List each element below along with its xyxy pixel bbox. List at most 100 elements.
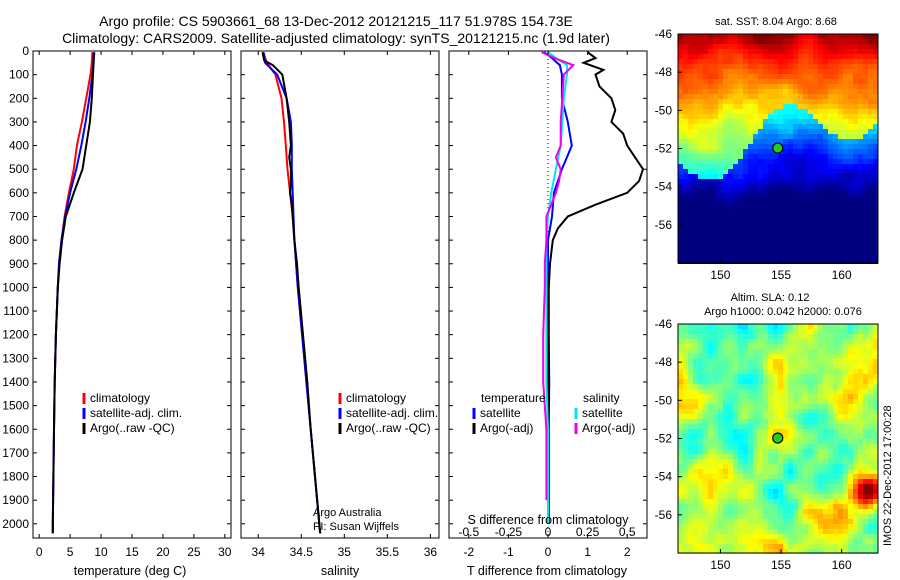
m2-lon-tick-label: 160 <box>832 558 852 572</box>
difference-salinity-legend-entry: Argo(-adj) <box>582 421 635 435</box>
salinity-difference-tick-label: -0.5 <box>458 525 479 539</box>
m2-lon-tick-label: 155 <box>771 558 791 572</box>
difference-legend: temperaturesatelliteArgo(-adj)salinitysa… <box>472 391 635 435</box>
m1-lat-tick-label: -50 <box>655 103 673 117</box>
temperature-legend-heading: temperature <box>481 391 546 405</box>
difference-ticks: -2 -1 0 1 2 -0.5 -0.25 0 0.25 0.5 <box>449 50 647 559</box>
m1-lat-tick-label: -52 <box>655 142 673 156</box>
depth-tick-label: 2000 <box>2 517 29 531</box>
m2-lat-tick-label: -48 <box>655 355 673 369</box>
depth-tick-label: 1600 <box>2 422 29 436</box>
temperature-legend-entry: climatology <box>90 391 150 405</box>
salinity-xlabel: salinity <box>321 564 360 578</box>
temperature-xlabel: temperature (deg C) <box>74 564 187 578</box>
sla-map-title-line-1: Altim. SLA: 0.12 <box>731 292 810 304</box>
figure-title-line-1: Argo profile: CS 5903661_68 13-Dec-2012 … <box>99 13 573 29</box>
salinity-xtick-label: 34.5 <box>290 545 314 559</box>
salinity-difference-tick-label: 0.25 <box>576 525 600 539</box>
depth-tick-label: 100 <box>9 68 29 82</box>
m1-lon-tick-label: 155 <box>771 268 791 282</box>
temperature-xtick-label: 5 <box>67 545 74 559</box>
m1-lon-tick-label: 160 <box>832 268 852 282</box>
difference-series-group <box>541 51 645 538</box>
difference-temperature-legend-entry: satellite <box>480 406 521 420</box>
sst-map-ticks: 150 155 160 -46 -48 -50 -52 -54 -56 <box>655 27 852 282</box>
difference-series-1 <box>547 51 645 524</box>
timestamp-label: IMOS 22-Dec-2012 17:00:28 <box>882 405 894 546</box>
sst-argo-location-marker <box>772 142 784 154</box>
m1-lat-tick-label: -56 <box>655 218 673 232</box>
depth-tick-label: 1200 <box>2 328 29 342</box>
sla-map-title-line-2: Argo h1000: 0.042 h2000: 0.076 <box>704 306 862 318</box>
depth-tick-label: 800 <box>9 233 29 247</box>
temperature-xtick-label: 20 <box>156 545 170 559</box>
depth-tick-label: 200 <box>9 91 29 105</box>
credit-line-2: PI: Susan Wijffels <box>313 521 399 533</box>
temperature-panel: 0 5 10 15 20 25 300100200300400500600700800900… <box>2 44 232 578</box>
salinity-panel: 34 34.5 35 35.5 36 salinity climatologysatel… <box>240 50 440 578</box>
sla-map-panel: Altim. SLA: 0.12 Argo h1000: 0.042 h2000… <box>655 292 879 572</box>
difference-xlabel-top: S difference from climatology <box>468 513 630 527</box>
depth-tick-label: 1800 <box>2 470 29 484</box>
temperature-ticks: 0 5 10 15 20 25 300100200300400500600700800900… <box>2 44 232 559</box>
depth-tick-label: 1500 <box>2 399 29 413</box>
temperature-xtick-label: 10 <box>94 545 108 559</box>
temperature-series-2 <box>51 52 95 534</box>
temperature-xtick-label: 0 <box>36 545 43 559</box>
salinity-xtick-label: 35.5 <box>376 545 400 559</box>
salinity-legend-entry: satellite-adj. clim. <box>346 406 438 420</box>
difference-salinity-legend-entry: satellite <box>582 406 623 420</box>
difference-xtick-label: 2 <box>624 545 631 559</box>
temperature-xtick-label: 25 <box>187 545 201 559</box>
depth-tick-label: 1100 <box>3 304 29 318</box>
difference-xlabel-bottom: T difference from climatology <box>467 564 628 578</box>
sst-map-panel: sat. SST: 8.04 Argo: 8.68 150 155 160 -46 -4… <box>655 16 879 282</box>
difference-xtick-label: -1 <box>503 545 514 559</box>
salinity-xtick-label: 35 <box>338 545 352 559</box>
difference-temperature-legend-entry: Argo(-adj) <box>480 421 533 435</box>
difference-panel: -2 -1 0 1 2 -0.5 -0.25 0 0.25 0.5 T difference fr… <box>448 50 648 578</box>
m2-lat-tick-label: -56 <box>655 508 673 522</box>
difference-xtick-label: 0 <box>545 545 552 559</box>
temperature-series-0 <box>51 52 94 534</box>
depth-tick-label: 0 <box>22 44 29 58</box>
m2-lat-tick-label: -54 <box>655 470 673 484</box>
depth-tick-label: 400 <box>9 139 29 153</box>
salinity-xtick-label: 34 <box>252 545 266 559</box>
depth-tick-label: 900 <box>9 257 29 271</box>
m2-lon-tick-label: 150 <box>710 558 730 572</box>
temperature-xtick-label: 30 <box>218 545 232 559</box>
salinity-series-group <box>261 51 322 534</box>
sst-heatmap <box>678 34 878 264</box>
m1-lat-tick-label: -46 <box>655 27 673 41</box>
salinity-difference-tick-label: 0.5 <box>619 525 636 539</box>
m1-lat-tick-label: -54 <box>655 180 673 194</box>
depth-tick-label: 1900 <box>2 493 29 507</box>
sst-map-title: sat. SST: 8.04 Argo: 8.68 <box>715 16 837 28</box>
difference-series-2 <box>545 51 568 524</box>
temperature-xtick-label: 15 <box>125 545 139 559</box>
depth-tick-label: 300 <box>9 115 29 129</box>
m1-lat-tick-label: -48 <box>655 65 673 79</box>
figure-title-line-2: Climatology: CARS2009. Satellite-adjuste… <box>62 30 610 46</box>
depth-tick-label: 1700 <box>2 446 29 460</box>
sla-map-ticks: 150 155 160 -46 -48 -50 -52 -54 -56 <box>655 317 852 572</box>
salinity-legend-entry: climatology <box>346 391 406 405</box>
depth-tick-label: 1000 <box>2 280 29 294</box>
temperature-series-1 <box>51 52 96 534</box>
salinity-axes-frame <box>240 50 440 539</box>
temperature-axes-frame <box>32 50 232 539</box>
depth-tick-label: 1400 <box>2 375 29 389</box>
m2-lat-tick-label: -46 <box>655 317 673 331</box>
salinity-difference-tick-label: 0 <box>545 525 552 539</box>
salinity-ticks: 34 34.5 35 35.5 36 <box>241 50 439 559</box>
temperature-legend-entry: satellite-adj. clim. <box>90 406 182 420</box>
sla-argo-location-marker <box>772 432 784 444</box>
difference-series-0 <box>543 51 573 524</box>
credit-line-1: Argo Australia <box>313 507 382 519</box>
difference-xtick-label: 1 <box>584 545 591 559</box>
depth-tick-label: 500 <box>9 162 29 176</box>
difference-xtick-label: -2 <box>463 545 474 559</box>
